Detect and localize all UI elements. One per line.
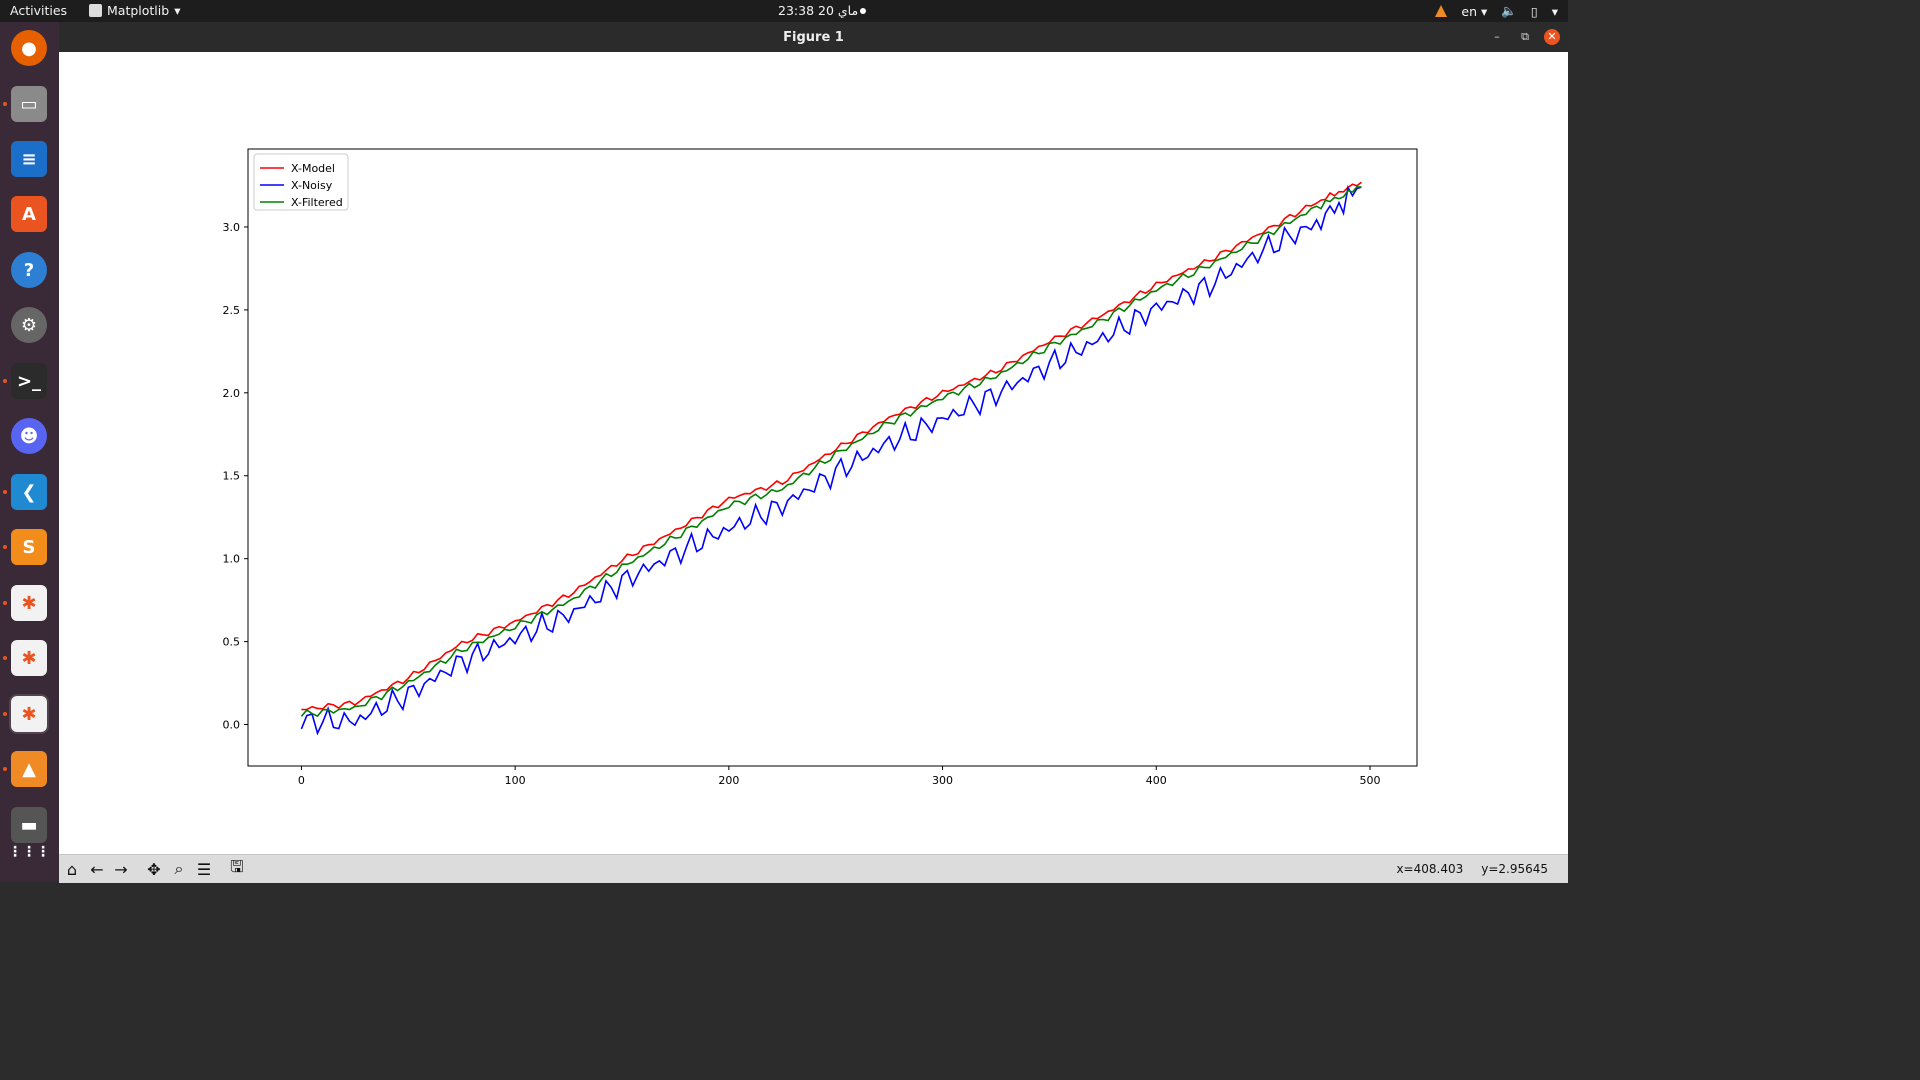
y-tick-label: 2.5 <box>223 304 241 317</box>
help-icon: ? <box>11 252 47 288</box>
save-icon[interactable]: 🖫 <box>230 856 244 876</box>
language-indicator[interactable]: en ▾ <box>1461 3 1488 19</box>
python-figure-icon: ✱ <box>11 696 47 732</box>
dock-item[interactable]: A <box>9 194 49 234</box>
home-icon[interactable]: ⌂ <box>66 859 78 879</box>
x-tick-label: 0 <box>298 774 305 787</box>
battery-icon[interactable]: ▯ <box>1530 3 1538 19</box>
configure-subplots-icon[interactable]: ☰ <box>196 859 212 879</box>
forward-arrow-icon[interactable]: → <box>114 859 128 879</box>
x-tick-label: 400 <box>1146 774 1167 787</box>
y-tick-label: 3.0 <box>223 221 241 234</box>
python-figure-icon: ✱ <box>11 585 47 621</box>
series-line <box>301 181 1362 711</box>
running-indicator <box>3 656 7 660</box>
x-tick-label: 200 <box>718 774 739 787</box>
cursor-x: x=408.403 <box>1396 862 1464 876</box>
series-line <box>300 186 1362 718</box>
terminal-icon: >_ <box>11 363 47 399</box>
app-grid-icon: ⋮⋮⋮ <box>8 844 50 860</box>
window-title: Figure 1 <box>783 30 844 45</box>
running-indicator <box>3 545 7 549</box>
cursor-coordinates: x=408.403 y=2.95645 <box>1396 862 1548 876</box>
running-indicator <box>3 712 7 716</box>
dock-item[interactable]: ❮ <box>9 472 49 512</box>
system-menu-chevron-icon[interactable]: ▾ <box>1551 3 1558 19</box>
dock-item[interactable]: ☻ <box>9 416 49 456</box>
dock-item[interactable]: ⚙ <box>9 305 49 345</box>
dock-item[interactable]: ▭ <box>9 84 49 124</box>
figure-window: Figure 1 – ⧉ ✕ 0 100 200 300 400 500 0.0 0.5 1.0… <box>59 22 1568 883</box>
line-chart: 0 100 200 300 400 500 0.0 0.5 1.0 1.5 2.0 2.5 3.0 X-M… <box>223 148 1418 787</box>
app-menu[interactable]: Matplotlib ▾ <box>89 3 180 18</box>
chevron-down-icon: ▾ <box>174 3 181 18</box>
dock-item[interactable]: ? <box>9 250 49 290</box>
running-indicator <box>3 767 7 771</box>
dock-item[interactable]: ✱ <box>9 638 49 678</box>
app-menu-label: Matplotlib <box>107 3 170 18</box>
running-indicator <box>3 601 7 605</box>
x-tick-label: 500 <box>1359 774 1380 787</box>
system-tray[interactable]: en ▾ 🔈 ▯ ▾ <box>1435 3 1558 19</box>
firefox-icon: ● <box>11 30 47 66</box>
back-arrow-icon[interactable]: ← <box>90 859 104 879</box>
app-menu-icon <box>89 4 102 17</box>
writer-icon: ≡ <box>11 141 47 177</box>
window-titlebar[interactable]: Figure 1 – ⧉ ✕ <box>59 22 1568 52</box>
dock-item[interactable]: ⋮⋮⋮ <box>8 832 50 872</box>
legend-label: X-Filtered <box>291 196 343 209</box>
cursor-y: y=2.95645 <box>1481 862 1548 876</box>
legend-label: X-Noisy <box>291 179 333 192</box>
series-line <box>300 184 1362 736</box>
navigation-toolbar: ⌂ ← → ✥ ⌕ ☰ 🖫 x=408.403 y=2.95645 <box>59 854 1568 883</box>
activities-button[interactable]: Activities <box>10 3 68 18</box>
x-tick-label: 300 <box>932 774 953 787</box>
close-button[interactable]: ✕ <box>1544 29 1560 45</box>
vlc-icon: ▲ <box>11 751 47 787</box>
discord-icon: ☻ <box>11 418 47 454</box>
maximize-button[interactable]: ⧉ <box>1521 30 1529 43</box>
dock: ● ▭ ≡ A? ⚙ >_ ☻ ❮ S ✱ ✱ ✱ ▲ ▬ ⋮⋮⋮ <box>0 22 59 882</box>
files-icon: ▭ <box>11 86 47 122</box>
drive-icon: ▬ <box>11 807 47 843</box>
plot-frame <box>247 148 1418 767</box>
top-bar: Activities Matplotlib ▾ ماي 20 23:38 en … <box>0 0 1568 22</box>
settings-icon: ⚙ <box>11 307 47 343</box>
legend-label: X-Model <box>291 162 335 175</box>
software-center-icon: A <box>11 196 47 232</box>
vlc-tray-icon[interactable] <box>1435 5 1448 17</box>
y-tick-label: 1.0 <box>223 553 241 566</box>
y-tick-label: 0.5 <box>223 636 241 649</box>
volume-icon[interactable]: 🔈 <box>1501 3 1517 18</box>
dock-item[interactable]: >_ <box>9 361 49 401</box>
python-figure-icon: ✱ <box>11 640 47 676</box>
running-indicator <box>3 379 7 383</box>
sublime-icon: S <box>11 529 47 565</box>
y-tick-label: 0.0 <box>223 719 241 732</box>
language-label: en <box>1461 3 1477 19</box>
dock-item[interactable]: ✱ <box>9 583 49 623</box>
x-tick-label: 100 <box>505 774 526 787</box>
running-indicator <box>3 102 7 106</box>
minimize-button[interactable]: – <box>1494 30 1500 43</box>
dock-item[interactable]: S <box>9 527 49 567</box>
pan-icon[interactable]: ✥ <box>147 859 161 879</box>
figure-canvas[interactable]: 0 100 200 300 400 500 0.0 0.5 1.0 1.5 2.0 2.5 3.0 X-M… <box>59 52 1568 854</box>
dock-item[interactable]: ▬ <box>9 805 49 845</box>
dock-item[interactable]: ✱ <box>9 694 49 734</box>
dock-item[interactable]: ≡ <box>9 139 49 179</box>
zoom-icon[interactable]: ⌕ <box>174 859 184 878</box>
running-indicator <box>3 490 7 494</box>
y-tick-label: 2.0 <box>223 387 241 400</box>
dock-item[interactable]: ● <box>9 28 49 68</box>
dock-item[interactable]: ▲ <box>9 749 49 789</box>
clock[interactable]: ماي 20 23:38 <box>778 3 859 18</box>
vscode-icon: ❮ <box>11 474 47 510</box>
notification-dot-icon <box>860 8 866 14</box>
y-tick-label: 1.5 <box>223 470 241 483</box>
